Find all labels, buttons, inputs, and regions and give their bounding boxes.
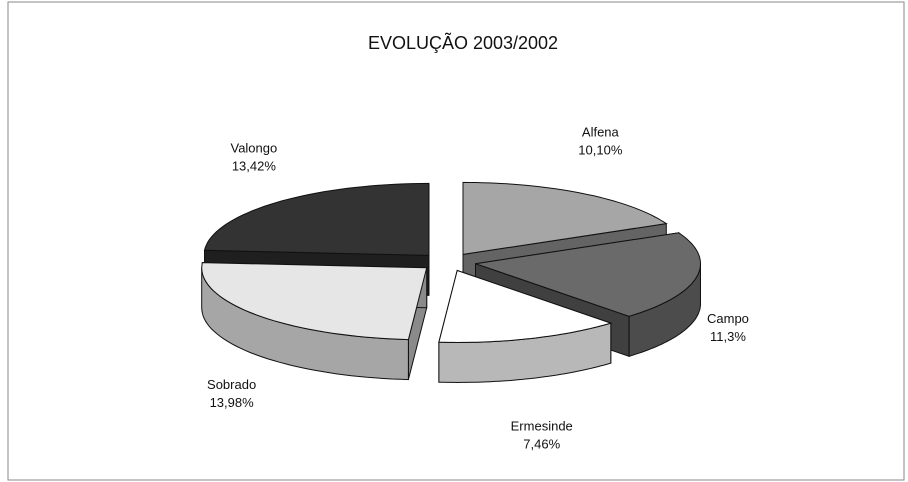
pie-slice <box>203 182 430 256</box>
slice-label: Valongo <box>230 140 277 155</box>
pie-slice <box>462 181 668 255</box>
slice-label: Campo <box>707 311 749 326</box>
slice-label: Ermesinde <box>511 419 573 434</box>
slice-value-label: 10,10% <box>578 142 623 157</box>
pie-slice <box>201 262 428 341</box>
slice-value-label: 11,3% <box>710 329 746 344</box>
slice-label: Sobrado <box>207 377 256 392</box>
chart-title: EVOLUÇÃO 2003/2002 <box>368 32 558 53</box>
slice-value-label: 13,42% <box>232 158 277 173</box>
slice-label: Alfena <box>582 124 620 139</box>
pie-slice <box>438 269 613 344</box>
slice-value-label: 7,46% <box>523 437 560 452</box>
slice-value-label: 13,98% <box>210 395 255 410</box>
pie-slice <box>475 232 702 317</box>
chart-frame <box>7 1 905 481</box>
